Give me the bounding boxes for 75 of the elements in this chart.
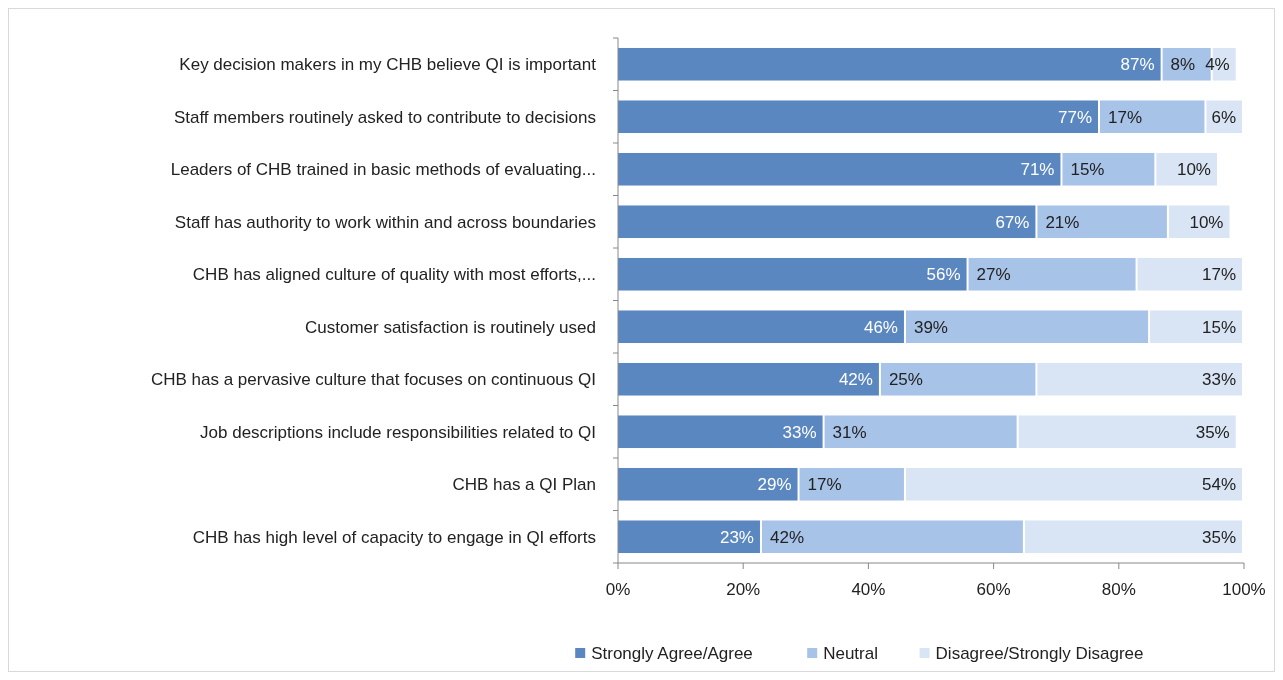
- data-label: 17%: [1201, 265, 1236, 285]
- x-tick-label: 20%: [726, 580, 761, 599]
- x-tick-label: 40%: [851, 580, 886, 599]
- y-tick-label: Leaders of CHB trained in basic methods of evaluating...: [170, 160, 596, 180]
- data-label: 71%: [1020, 160, 1055, 180]
- y-tick-label: Key decision makers in my CHB believe QI is important: [179, 55, 597, 75]
- bar: [1037, 362, 1242, 396]
- data-label: 39%: [913, 317, 948, 337]
- data-label: 15%: [1201, 317, 1236, 337]
- bar: [1100, 100, 1205, 134]
- data-label: 35%: [1201, 527, 1236, 547]
- data-label: 31%: [832, 422, 867, 442]
- bar: [905, 467, 1242, 501]
- data-label: 4%: [1205, 55, 1230, 75]
- data-label: 56%: [926, 265, 961, 285]
- legend-label: Neutral: [823, 643, 879, 663]
- data-label: 35%: [1195, 422, 1230, 442]
- data-label: 67%: [995, 212, 1030, 232]
- bar: [618, 205, 1036, 239]
- y-tick-label: Job descriptions include responsibilities related to QI: [200, 422, 596, 442]
- data-label: 17%: [807, 475, 842, 495]
- x-tick-label: 0%: [605, 580, 631, 599]
- bar: [618, 520, 760, 554]
- y-tick-label: CHB has high level of capacity to engage in QI efforts: [192, 527, 596, 547]
- data-label: 87%: [1120, 55, 1155, 75]
- x-tick-label: 100%: [1222, 580, 1266, 599]
- y-tick-label: Customer satisfaction is routinely used: [304, 317, 596, 337]
- bar: [799, 467, 904, 501]
- data-label: 25%: [888, 370, 923, 390]
- bar: [880, 362, 1036, 396]
- bar: [968, 257, 1136, 291]
- data-label: 23%: [719, 527, 754, 547]
- data-label: 15%: [1070, 160, 1105, 180]
- bar: [618, 47, 1161, 81]
- data-label: 17%: [1108, 107, 1143, 127]
- data-label: 33%: [782, 422, 817, 442]
- data-label: 29%: [757, 475, 792, 495]
- data-label: 33%: [1201, 370, 1236, 390]
- bar: [1037, 205, 1167, 239]
- bar: [1156, 152, 1217, 186]
- data-label: 27%: [976, 265, 1011, 285]
- bar: [905, 310, 1149, 344]
- bar: [1150, 310, 1242, 344]
- bar: [618, 415, 823, 449]
- bar: [1018, 415, 1236, 449]
- data-label: 10%: [1176, 160, 1211, 180]
- bar: [1062, 152, 1155, 186]
- data-label: 21%: [1045, 212, 1080, 232]
- data-label: 10%: [1189, 212, 1224, 232]
- data-label: 42%: [769, 527, 805, 547]
- y-tick-label: Staff has authority to work within and across boundaries: [174, 212, 596, 232]
- data-label: 8%: [1170, 55, 1196, 75]
- legend-label: Disagree/Strongly Disagree: [935, 643, 1144, 663]
- bar: [761, 520, 1023, 554]
- y-tick-label: Staff members routinely asked to contribute to decisions: [173, 107, 596, 127]
- data-label: 42%: [838, 370, 873, 390]
- bar: [618, 257, 967, 291]
- bar: [618, 100, 1099, 134]
- data-label: 77%: [1057, 107, 1093, 127]
- y-tick-label: CHB has aligned culture of quality with most efforts,...: [192, 265, 596, 285]
- bar: [618, 467, 798, 501]
- legend-label: Strongly Agree/Agree: [591, 643, 753, 663]
- bar: [618, 152, 1061, 186]
- bar: [1137, 257, 1242, 291]
- x-tick-label: 80%: [1101, 580, 1136, 599]
- y-tick-label: CHB has a pervasive culture that focuses on continuous QI: [150, 370, 596, 390]
- bar: [1024, 520, 1242, 554]
- y-tick-label: CHB has a QI Plan: [452, 475, 596, 495]
- x-tick-label: 60%: [976, 580, 1011, 599]
- bar: [618, 310, 904, 344]
- bar: [618, 362, 879, 396]
- data-label: 54%: [1201, 475, 1236, 495]
- bar: [824, 415, 1017, 449]
- data-label: 46%: [863, 317, 898, 337]
- data-label: 6%: [1211, 107, 1236, 127]
